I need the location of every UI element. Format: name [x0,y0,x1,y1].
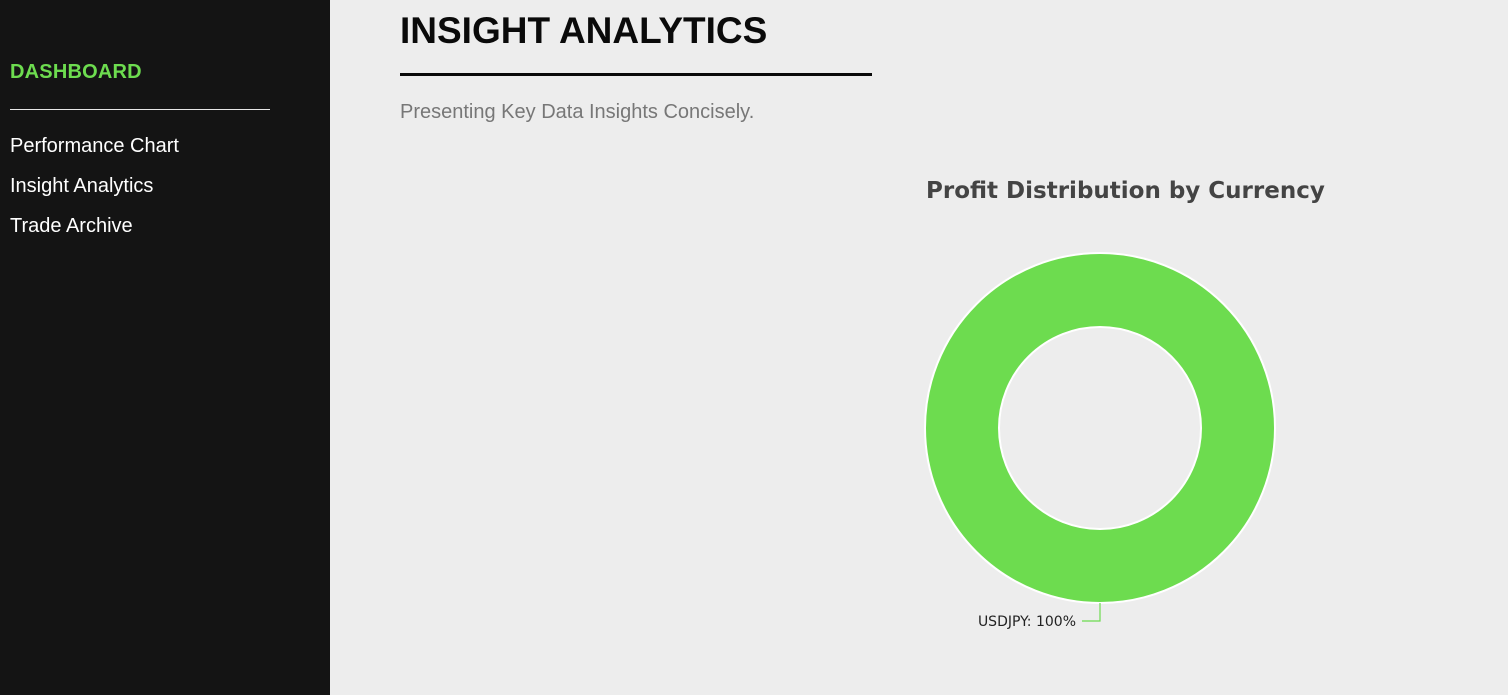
main-content: INSIGHT ANALYTICS Presenting Key Data In… [330,0,1508,695]
sidebar-nav: Performance Chart Insight Analytics Trad… [10,134,330,238]
sidebar-brand[interactable]: DASHBOARD [10,61,142,83]
slice-leader-line [1082,603,1101,622]
page-subtitle: Presenting Key Data Insights Concisely. [400,101,755,123]
sidebar-item-trade-archive[interactable]: Trade Archive [10,215,133,237]
sidebar-divider [10,109,270,110]
chart-title: Profit Distribution by Currency [926,178,1325,204]
donut-chart: USDJPY: 100% [923,252,1277,630]
page-title: INSIGHT ANALYTICS [400,10,768,51]
sidebar-item-insight-analytics[interactable]: Insight Analytics [10,175,154,197]
sidebar-item-performance-chart[interactable]: Performance Chart [10,135,179,157]
sidebar: DASHBOARD Performance Chart Insight Anal… [0,0,330,695]
donut-slice-usdjpy[interactable] [923,252,1277,604]
title-underline [400,73,872,76]
slice-label: USDJPY: 100% [978,614,1076,630]
